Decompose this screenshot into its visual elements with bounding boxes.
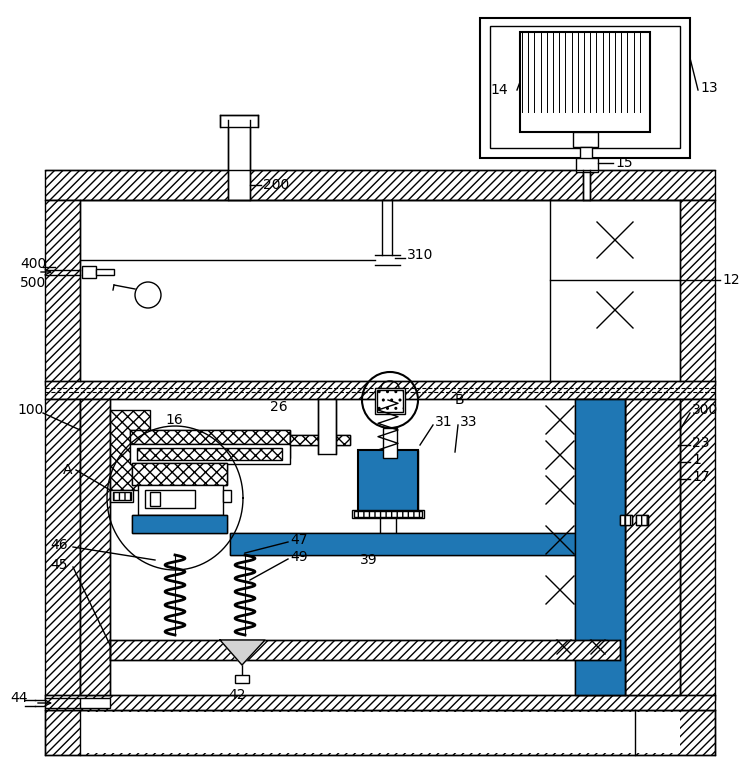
Bar <box>145 490 195 508</box>
Bar <box>45 695 715 710</box>
Bar <box>377 390 403 412</box>
Bar <box>45 710 715 755</box>
Text: 100: 100 <box>17 403 44 417</box>
Bar <box>576 158 598 172</box>
Bar <box>352 510 424 518</box>
Bar <box>383 428 397 458</box>
Bar <box>150 492 160 506</box>
Text: 45: 45 <box>50 558 68 572</box>
Text: 39: 39 <box>360 553 377 567</box>
Bar <box>80 399 110 695</box>
Bar <box>575 399 625 695</box>
Bar <box>130 444 290 464</box>
Bar <box>358 450 418 515</box>
Text: 300: 300 <box>692 403 718 417</box>
Text: 310: 310 <box>407 248 434 262</box>
Bar <box>583 172 590 200</box>
Bar <box>358 450 418 515</box>
Text: 26: 26 <box>270 400 288 414</box>
Text: 47: 47 <box>290 533 308 547</box>
Text: 49: 49 <box>290 550 308 564</box>
Bar <box>575 399 625 695</box>
Bar <box>113 492 131 500</box>
Bar <box>580 147 592 159</box>
Text: 13: 13 <box>700 81 718 95</box>
Bar <box>589 640 607 655</box>
Bar <box>555 640 573 655</box>
Bar <box>680 399 715 700</box>
Text: 1: 1 <box>692 453 700 467</box>
Bar <box>380 518 396 548</box>
Bar <box>130 430 290 458</box>
Text: 12: 12 <box>722 273 740 287</box>
Bar <box>573 132 598 147</box>
Bar <box>138 485 223 515</box>
Text: 46: 46 <box>50 538 68 552</box>
Bar <box>137 448 282 460</box>
Bar <box>80 698 110 708</box>
Text: B: B <box>455 393 464 407</box>
Bar <box>132 463 227 485</box>
Text: 44: 44 <box>10 691 28 705</box>
Text: 16: 16 <box>165 413 183 427</box>
Bar <box>45 399 80 700</box>
Bar <box>230 533 620 555</box>
Bar <box>680 200 715 385</box>
Bar <box>354 511 422 517</box>
Bar <box>45 381 715 399</box>
Bar <box>132 515 227 533</box>
Bar <box>45 200 80 385</box>
Bar <box>620 515 632 525</box>
Text: 14: 14 <box>490 83 508 97</box>
Bar <box>235 675 249 683</box>
Bar <box>223 490 231 502</box>
Bar <box>220 115 258 127</box>
Bar <box>636 515 648 525</box>
Bar <box>110 490 133 502</box>
Text: 15: 15 <box>615 156 632 170</box>
Bar <box>375 388 405 414</box>
Bar <box>636 515 648 525</box>
Bar <box>520 32 650 132</box>
Polygon shape <box>220 640 265 665</box>
Bar <box>110 410 150 490</box>
Bar <box>290 435 350 445</box>
Text: 200: 200 <box>263 178 290 192</box>
Text: 31: 31 <box>435 415 452 429</box>
Bar <box>96 269 114 275</box>
Text: 500: 500 <box>20 276 46 290</box>
Text: 23: 23 <box>692 436 709 450</box>
Bar <box>80 712 680 753</box>
Text: 17: 17 <box>692 470 709 484</box>
Bar <box>132 515 227 533</box>
Bar <box>625 399 680 695</box>
Bar <box>480 18 690 158</box>
Bar <box>583 159 590 174</box>
Bar <box>132 463 227 485</box>
Text: A: A <box>63 463 73 477</box>
Bar <box>490 26 680 148</box>
Bar <box>230 533 620 555</box>
Text: 33: 33 <box>460 415 478 429</box>
Bar <box>82 266 96 278</box>
Text: 42: 42 <box>228 688 246 702</box>
Bar <box>318 399 336 454</box>
Bar <box>130 430 290 444</box>
Bar <box>45 170 715 200</box>
Bar <box>290 435 350 445</box>
Bar <box>110 640 620 660</box>
Bar <box>620 515 632 525</box>
Text: 400: 400 <box>20 257 46 271</box>
Bar <box>228 120 250 200</box>
